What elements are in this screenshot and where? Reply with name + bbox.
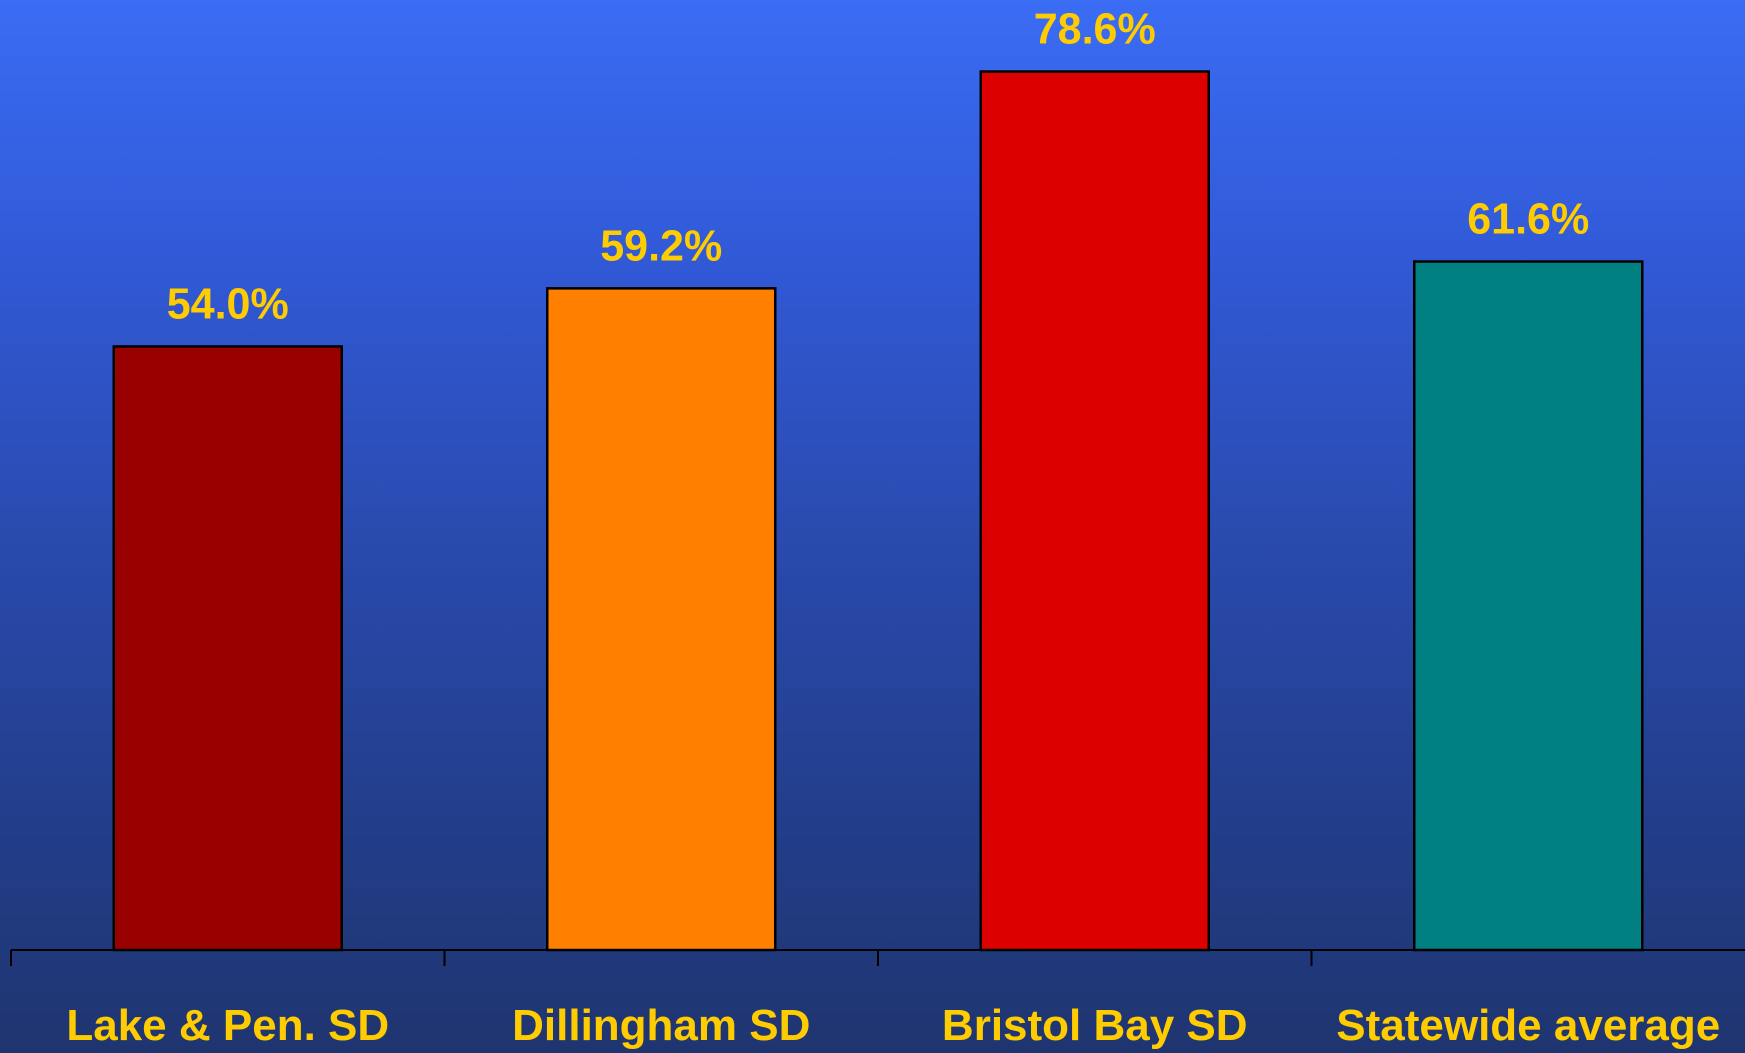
category-label-statewide-average: Statewide average bbox=[1336, 1001, 1720, 1050]
bar-dillingham-sd bbox=[546, 287, 777, 952]
category-label-dillingham-sd: Dillingham SD bbox=[512, 1001, 810, 1050]
value-label-lake-pen-sd: 54.0% bbox=[167, 279, 289, 328]
category-labels-group: Lake & Pen. SD Dillingham SD Bristol Bay S… bbox=[66, 1001, 1720, 1050]
bar-statewide-average bbox=[1413, 260, 1644, 952]
category-label-lake-pen-sd: Lake & Pen. SD bbox=[66, 1001, 389, 1050]
bar-lake-pen-sd bbox=[112, 345, 343, 952]
value-label-dillingham-sd: 59.2% bbox=[600, 221, 722, 270]
bar-bristol-bay-sd bbox=[979, 70, 1210, 952]
bars-group bbox=[112, 70, 1644, 952]
category-label-bristol-bay-sd: Bristol Bay SD bbox=[942, 1001, 1248, 1050]
value-labels-group: 54.0% 59.2% 78.6% 61.6% bbox=[167, 5, 1590, 329]
value-label-statewide-average: 61.6% bbox=[1467, 195, 1589, 244]
value-label-bristol-bay-sd: 78.6% bbox=[1034, 5, 1156, 54]
x-axis bbox=[10, 949, 1745, 966]
